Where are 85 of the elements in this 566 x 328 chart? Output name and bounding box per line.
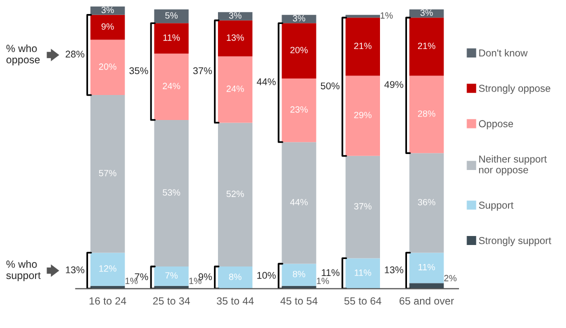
annotation: 13%	[384, 266, 404, 274]
bar	[282, 264, 316, 286]
data-label: 11%	[354, 270, 372, 276]
data-label: 44%	[290, 198, 308, 206]
annotation: 35%	[129, 67, 148, 74]
data-label: 8%	[292, 270, 306, 278]
bar	[218, 12, 252, 20]
annotation: 50%	[320, 82, 340, 90]
data-label: 3%	[292, 15, 306, 22]
data-label: 11%	[163, 34, 180, 41]
data-label: 21%	[354, 42, 372, 50]
x-tick-label: 65 and over	[400, 296, 454, 305]
bar	[346, 76, 380, 156]
bar	[282, 78, 316, 142]
annotation: 13%	[66, 266, 84, 274]
bar	[218, 56, 252, 123]
bar	[154, 54, 189, 120]
annotation: 37%	[193, 67, 212, 74]
annotation: 11%	[322, 269, 340, 276]
data-label: 12%	[99, 265, 116, 272]
data-label: 36%	[418, 198, 436, 206]
data-label: 53%	[162, 189, 180, 196]
annotation: 44%	[256, 78, 276, 86]
bar	[90, 6, 125, 15]
bar	[154, 120, 189, 267]
data-label: 3%	[101, 6, 114, 14]
data-label: 28%	[418, 110, 436, 117]
bar	[218, 266, 252, 289]
data-label: 20%	[290, 46, 308, 54]
data-label: 1%	[316, 278, 329, 284]
data-label: 37%	[354, 203, 372, 210]
bar	[409, 283, 444, 289]
x-tick-label: 16 to 24	[90, 297, 126, 305]
bar	[154, 23, 189, 54]
data-label: 7%	[165, 272, 178, 279]
data-label: 24%	[162, 82, 180, 90]
data-label: 1%	[380, 12, 393, 19]
data-label: 11%	[418, 264, 435, 270]
bar	[154, 266, 189, 286]
legend-label: Oppose	[478, 120, 514, 130]
data-label: 24%	[226, 86, 244, 92]
legend-label: Strongly support	[478, 236, 552, 246]
bar	[90, 95, 125, 253]
x-tick-label: 35 to 44	[216, 297, 254, 305]
data-label: 29%	[354, 112, 372, 118]
legend-label: Support	[478, 202, 514, 211]
bar	[90, 252, 125, 286]
x-tick-label: 55 to 64	[344, 297, 382, 305]
bar	[90, 14, 125, 40]
bar	[218, 122, 252, 267]
data-label: 9%	[102, 23, 114, 30]
x-tick-label: 45 to 54	[280, 297, 318, 305]
bar	[409, 76, 444, 154]
data-label: 52%	[226, 190, 244, 198]
legend-label: Don't know	[479, 49, 528, 57]
bar	[409, 18, 444, 76]
annotation: 10%	[257, 272, 276, 279]
data-label: 57%	[98, 170, 116, 176]
data-label: 3%	[420, 10, 433, 16]
data-label: 23%	[290, 106, 308, 113]
data-label: 13%	[226, 34, 244, 41]
bar	[409, 252, 444, 284]
x-tick-label: 25 to 34	[153, 297, 190, 305]
bar	[346, 156, 380, 258]
annotation: 49%	[384, 81, 404, 88]
bar	[218, 20, 252, 56]
bar	[346, 18, 380, 76]
text: % who oppose	[6, 44, 40, 66]
data-label: 2%	[444, 274, 457, 282]
data-label: 5%	[165, 12, 178, 19]
data-label: 3%	[229, 12, 242, 19]
data-label: 21%	[418, 42, 436, 50]
bar	[346, 14, 380, 18]
annotation: 28%	[66, 50, 84, 58]
legend-label: Neither support nor oppose	[479, 155, 547, 176]
bar	[409, 153, 444, 253]
text: % who support	[6, 260, 41, 282]
bar	[282, 23, 316, 78]
bar	[282, 142, 316, 264]
bar	[90, 40, 125, 96]
legend-label: Strongly oppose	[478, 84, 550, 94]
data-label: 20%	[99, 63, 116, 70]
bar	[154, 9, 189, 24]
bar	[346, 258, 380, 289]
data-label: 8%	[229, 274, 242, 280]
